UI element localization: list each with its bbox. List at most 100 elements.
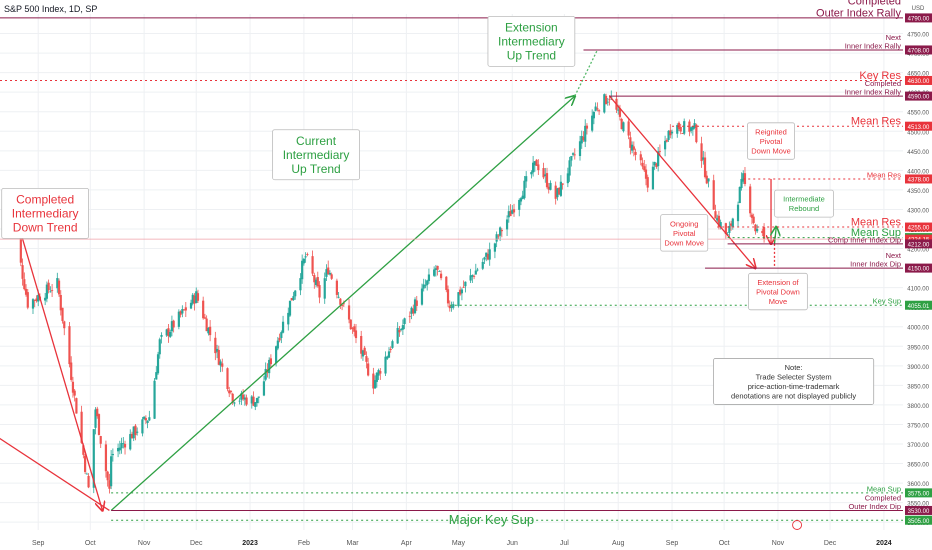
candle-body <box>545 173 549 188</box>
candle-body <box>335 280 338 295</box>
candle-body <box>342 303 345 305</box>
candle-body <box>471 275 474 277</box>
level-tag-text-key-sup: 4055.01 <box>908 304 930 310</box>
candle-body <box>327 267 330 275</box>
candle-body <box>229 390 233 392</box>
candle-body <box>214 337 217 354</box>
candle-body <box>209 326 212 336</box>
candle-body <box>641 162 644 167</box>
candle-body <box>257 396 260 398</box>
annotation-text-current-intermediary-up: Current <box>296 134 337 148</box>
candle-body <box>96 408 99 417</box>
level-label-completed-inner-rally: Completed <box>865 79 901 88</box>
x-tick-label: Nov <box>138 540 151 547</box>
candle-body <box>275 346 278 364</box>
candle-body <box>646 177 649 188</box>
candle-body <box>717 215 721 227</box>
annotation-box-current-intermediary-up <box>272 129 360 181</box>
level-tag-major-key-sup <box>905 515 932 525</box>
annotation-text-extension-intermediary-up: Up Trend <box>507 49 556 63</box>
x-tick-label: 2023 <box>242 540 258 547</box>
candle-body <box>530 172 533 175</box>
candle-body <box>669 130 672 136</box>
candle-body <box>68 326 71 365</box>
candle-body <box>657 151 660 167</box>
candle-body <box>400 329 403 331</box>
candle-body <box>153 380 156 419</box>
candle-body <box>59 294 62 311</box>
candle-body <box>148 417 151 421</box>
candle-body <box>311 256 314 274</box>
candle-body <box>106 471 109 481</box>
candle-body <box>281 321 285 333</box>
candle-body <box>632 146 635 150</box>
chart-header-symbol: S&P 500 Index, 1D, SP <box>4 4 98 14</box>
x-tick-label: Sep <box>32 540 45 547</box>
x-tick-label: Dec <box>190 540 203 547</box>
candle-body <box>143 416 146 419</box>
candle-body <box>314 279 318 286</box>
level-tag-text-mean-res-lower: 4255.00 <box>908 226 930 232</box>
candle-body <box>571 153 575 155</box>
level-tag-text-mean-res-upper: 4513.00 <box>908 125 930 131</box>
candle-body <box>61 307 64 322</box>
candle-body <box>193 295 196 304</box>
annotation-text-reignited-pivotal-down: Pivotal <box>760 137 783 146</box>
candle-body <box>243 397 246 400</box>
candle-body <box>584 125 587 142</box>
candle-body <box>752 216 755 223</box>
annotation-text-note: price-action-time-trademark <box>748 382 840 391</box>
candle-body <box>360 336 363 354</box>
candle-body <box>240 393 243 400</box>
candle-body <box>688 121 691 132</box>
level-tag-completed-outer-rally <box>905 13 932 23</box>
trend-line-intermediary-up <box>110 96 575 511</box>
candle-body <box>33 300 36 301</box>
level-label-completed-outer-rally: Outer Index Rally <box>816 7 901 19</box>
candle-body <box>436 265 439 270</box>
candle-body <box>177 311 180 327</box>
level-label-completed-outer-dip: Completed <box>865 493 901 502</box>
candle-body <box>316 277 319 287</box>
level-tag-text-completed-inner-rally: 4590.00 <box>908 95 930 101</box>
candle-body <box>639 154 642 161</box>
level-tag-mean-res-lower <box>905 222 932 232</box>
annotation-text-ongoing-pivotal-down: Ongoing <box>670 219 698 228</box>
level-label-key-res: Key Res <box>859 70 901 82</box>
candle-body <box>750 214 754 218</box>
candle-body <box>372 373 375 389</box>
candle-body <box>667 130 670 140</box>
candle-body <box>387 351 391 358</box>
annotation-text-current-intermediary-up: Intermediary <box>283 148 350 162</box>
candle-body <box>544 174 547 177</box>
candle-body <box>158 339 161 355</box>
candle-body <box>450 306 453 308</box>
candle-body <box>80 411 83 443</box>
candle-body <box>129 434 132 450</box>
x-tick-label: Oct <box>719 540 730 547</box>
candle-body <box>226 368 229 390</box>
candle-body <box>339 298 342 305</box>
candle-body <box>231 393 234 403</box>
candle-body <box>476 269 479 271</box>
candle-body <box>651 166 655 190</box>
annotation-text-reignited-pivotal-down: Down Move <box>751 146 791 155</box>
candle-body <box>288 300 292 316</box>
annotation-text-ongoing-pivotal-down: Down Move <box>664 238 704 247</box>
candle-body <box>462 286 465 288</box>
candle-body <box>328 272 332 275</box>
candle-body <box>391 341 394 348</box>
candle-body <box>85 473 88 475</box>
candle-body <box>749 186 752 214</box>
candle-body <box>347 305 351 320</box>
candle-body <box>448 305 451 309</box>
candle-body <box>221 363 224 367</box>
x-tick-label: Dec <box>824 540 837 547</box>
y-tick-label: 3550.00 <box>907 502 929 508</box>
candle-body <box>196 293 200 301</box>
candle-body <box>313 274 316 283</box>
candle-body <box>373 380 377 389</box>
candle-body <box>134 425 137 436</box>
